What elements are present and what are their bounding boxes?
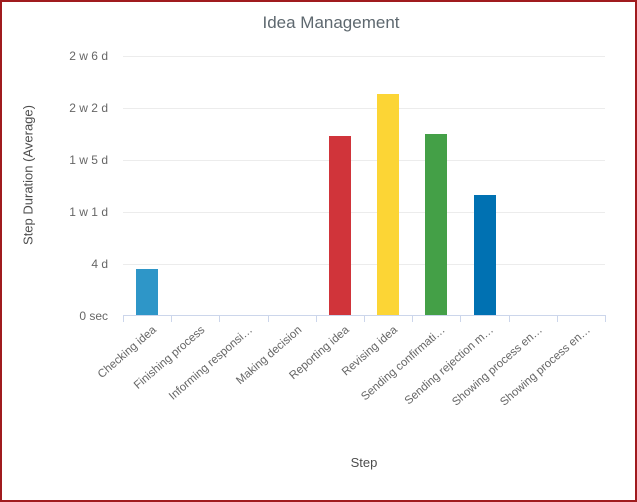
y-tick-label: 2 w 6 d [69, 49, 108, 63]
gridline [123, 56, 605, 57]
x-tick-label: Showing process en… [498, 324, 593, 409]
bar-sending-confirmati-[interactable] [425, 134, 447, 315]
x-tick-mark [412, 316, 413, 322]
y-tick-label: 1 w 5 d [69, 153, 108, 167]
x-tick-mark [268, 316, 269, 322]
x-axis-title: Step [350, 455, 378, 470]
bar-reporting-idea[interactable] [329, 136, 351, 315]
gridline [123, 160, 605, 161]
x-tick-mark [364, 316, 365, 322]
x-tick-mark [171, 316, 172, 322]
bar-sending-rejection-m-[interactable] [474, 195, 496, 315]
x-tick-mark [557, 316, 558, 322]
bar-revising-idea[interactable] [377, 94, 399, 315]
x-tick-mark [460, 316, 461, 322]
x-tick-mark [316, 316, 317, 322]
x-tick-mark [605, 316, 606, 322]
y-axis-title: Step Duration (Average) [20, 105, 36, 245]
x-axis-line [123, 315, 606, 316]
x-tick-label: Informing responsi… [166, 324, 255, 403]
x-tick-mark [219, 316, 220, 322]
x-tick-label: Sending confirmati… [359, 324, 448, 404]
gridline [123, 212, 605, 213]
y-tick-label: 0 sec [79, 309, 108, 323]
chart-title: Idea Management [262, 13, 400, 32]
x-tick-label: Showing process en… [450, 324, 545, 409]
gridline [123, 264, 605, 265]
gridline [123, 108, 605, 109]
bar-checking-idea[interactable] [136, 269, 158, 315]
x-tick-mark [123, 316, 124, 322]
y-tick-label: 2 w 2 d [69, 101, 108, 115]
y-tick-label: 4 d [91, 257, 108, 271]
y-tick-label: 1 w 1 d [69, 205, 108, 219]
plot-area [123, 56, 605, 316]
x-tick-mark [509, 316, 510, 322]
x-tick-label: Sending rejection m… [402, 324, 496, 408]
